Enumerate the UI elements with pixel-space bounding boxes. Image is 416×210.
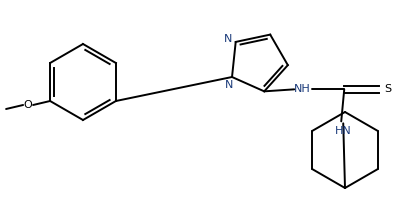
Text: N: N (225, 80, 233, 90)
Text: N: N (223, 34, 232, 44)
Text: S: S (385, 84, 392, 94)
Text: NH: NH (294, 84, 311, 94)
Text: HN: HN (335, 126, 352, 136)
Text: O: O (24, 100, 32, 110)
